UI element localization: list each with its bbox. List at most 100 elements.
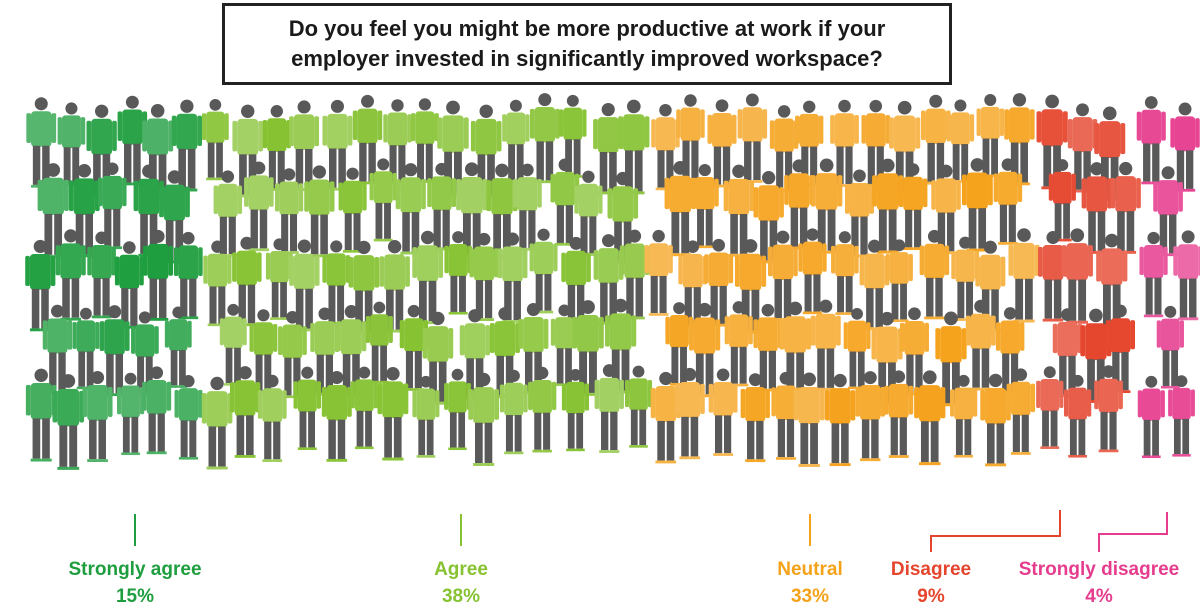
person-figure xyxy=(767,230,798,321)
person-figure xyxy=(456,162,488,258)
person-figure xyxy=(831,231,859,315)
person-figure xyxy=(201,99,229,181)
person-figure xyxy=(676,94,705,181)
person-figure xyxy=(993,158,1023,245)
person-figure xyxy=(203,240,232,327)
person-figure xyxy=(855,371,886,462)
person-figure xyxy=(995,307,1025,394)
person-figure xyxy=(572,300,604,396)
person-figure xyxy=(1004,93,1035,186)
person-figure xyxy=(965,299,996,391)
person-figure xyxy=(1137,375,1165,459)
category-labels: Strongly agree 15% Agree 38% Neutral 33% Disag… xyxy=(68,559,1179,607)
person-figure xyxy=(830,99,859,187)
person-figure xyxy=(383,99,412,186)
person-figure xyxy=(322,99,353,191)
person-figure xyxy=(1063,374,1092,458)
person-figure xyxy=(1168,375,1195,457)
person-figure xyxy=(26,97,57,188)
person-figure xyxy=(97,162,127,250)
person-figure xyxy=(164,306,192,388)
person-figure xyxy=(37,163,69,258)
person-figure xyxy=(143,229,174,321)
person-figure xyxy=(559,94,587,178)
person-figure xyxy=(914,370,946,466)
category-label: Agree xyxy=(434,559,488,580)
category-value: 4% xyxy=(1085,586,1113,607)
person-figure xyxy=(919,229,950,320)
person-figure xyxy=(1173,230,1200,321)
person-figure xyxy=(704,238,734,327)
person-figure xyxy=(1105,304,1136,393)
person-figure xyxy=(274,168,304,254)
person-figure xyxy=(740,373,770,463)
person-figure xyxy=(1094,365,1123,453)
person-figure xyxy=(171,99,203,192)
person-figure xyxy=(469,232,499,321)
person-figure xyxy=(219,303,247,386)
person-figure xyxy=(289,239,320,332)
person-figure xyxy=(604,298,637,394)
person-figure xyxy=(707,99,737,188)
person-figure xyxy=(412,375,440,458)
person-figure xyxy=(1048,159,1076,242)
person-figure xyxy=(52,374,85,470)
question-line-1: Do you feel you might be more productive… xyxy=(288,16,886,41)
person-figure xyxy=(644,229,673,316)
person-figure xyxy=(1036,366,1064,449)
category-label: Disagree xyxy=(891,559,971,580)
person-figure xyxy=(142,366,172,455)
person-figure xyxy=(871,311,903,407)
person-figure xyxy=(350,366,378,450)
person-figure xyxy=(42,304,73,394)
person-figure xyxy=(861,99,891,187)
person-figure xyxy=(843,308,871,390)
person-figure xyxy=(173,231,203,320)
person-figure xyxy=(798,228,827,315)
person-figure xyxy=(244,161,274,252)
people-crowd xyxy=(25,93,1200,470)
person-figure xyxy=(1156,305,1184,389)
category-label: Strongly disagree xyxy=(1019,559,1180,580)
person-figure xyxy=(723,164,755,257)
person-figure xyxy=(25,368,57,462)
category-label: Neutral xyxy=(777,559,842,580)
person-figure xyxy=(470,104,502,198)
person-figure xyxy=(265,238,293,320)
person-figure xyxy=(412,230,444,325)
person-figure xyxy=(348,240,380,334)
category-value: 33% xyxy=(791,586,829,607)
person-figure xyxy=(898,163,928,251)
person-figure xyxy=(444,368,471,451)
person-figure xyxy=(708,368,738,456)
person-figure xyxy=(920,94,951,185)
person-figure xyxy=(550,158,580,246)
person-figure xyxy=(574,170,603,257)
person-figure xyxy=(422,311,454,405)
leader-line xyxy=(930,510,1061,552)
person-figure xyxy=(689,302,721,398)
person-figure xyxy=(931,164,961,255)
leader-lines xyxy=(134,510,1168,552)
person-figure xyxy=(961,158,993,252)
person-figure xyxy=(86,104,117,197)
person-figure xyxy=(793,372,825,467)
person-figure xyxy=(87,231,116,319)
person-figure xyxy=(369,158,397,242)
person-figure xyxy=(528,366,557,453)
person-figure xyxy=(99,305,130,397)
person-figure xyxy=(174,375,203,460)
person-figure xyxy=(1136,96,1166,185)
person-figure xyxy=(25,239,56,332)
person-figure xyxy=(885,239,913,323)
person-figure xyxy=(257,374,287,463)
person-figure xyxy=(1061,228,1093,324)
person-figure xyxy=(949,374,978,458)
person-figure xyxy=(810,299,841,391)
person-figure xyxy=(437,100,469,196)
person-figure xyxy=(784,159,814,250)
person-figure xyxy=(651,103,680,191)
person-figure xyxy=(1139,231,1168,318)
person-figure xyxy=(499,369,528,455)
person-figure xyxy=(293,366,322,451)
